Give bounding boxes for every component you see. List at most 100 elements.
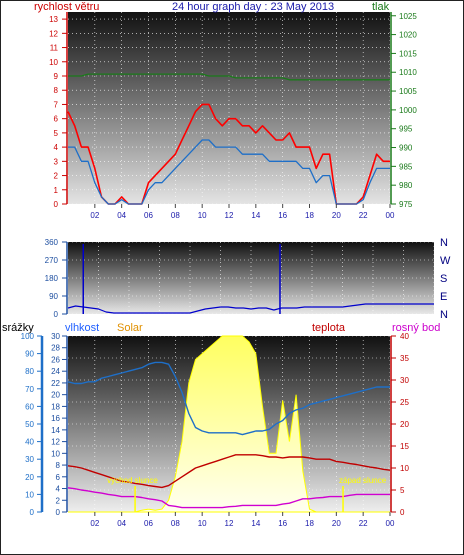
wind-tick-label: 10 xyxy=(49,58,58,67)
temperature-line xyxy=(67,454,391,489)
humidity-tick-label: 20 xyxy=(51,391,60,400)
wind-tick-label: 0 xyxy=(54,200,59,209)
pressure-tick-label: 1010 xyxy=(399,68,417,77)
rain-axis-label: srážky xyxy=(2,322,34,334)
direction-tick-label: 270 xyxy=(45,256,59,265)
rain-tick-label: 80 xyxy=(25,367,34,376)
humidity-tick-label: 22 xyxy=(51,379,60,388)
time-tick-label: 14 xyxy=(251,211,260,220)
pressure-tick-label: 975 xyxy=(399,200,413,209)
dewpoint-axis-label: rosný bod xyxy=(392,322,440,334)
humidity-tick-label: 18 xyxy=(51,402,60,411)
time-tick-label: 02 xyxy=(90,519,99,528)
rain-tick-label: 10 xyxy=(25,490,34,499)
wind-tick-label: 3 xyxy=(54,157,59,166)
humidity-tick-label: 8 xyxy=(56,461,61,470)
rain-tick-label: 40 xyxy=(25,438,34,447)
wind-tick-label: 2 xyxy=(54,172,59,181)
time-tick-label: 22 xyxy=(359,211,368,220)
wind-tick-label: 12 xyxy=(49,29,58,38)
direction-line xyxy=(67,303,434,314)
temp-tick-label: 25 xyxy=(400,398,409,407)
humidity-tick-label: 14 xyxy=(51,426,60,435)
time-tick-label: 14 xyxy=(251,519,260,528)
direction-tick-label: 180 xyxy=(45,274,59,283)
wind-tick-label: 1 xyxy=(54,186,59,195)
direction-tick-label: 90 xyxy=(49,292,58,301)
humidity-tick-label: 12 xyxy=(51,438,60,447)
wind-tick-label: 4 xyxy=(54,143,59,152)
solar-axis-label: Solar xyxy=(117,322,143,334)
pressure-line xyxy=(68,73,390,81)
pressure-tick-label: 985 xyxy=(399,162,413,171)
humidity-tick-label: 4 xyxy=(56,485,61,494)
chart-title: 24 hour graph day : 23 May 2013 xyxy=(172,1,334,13)
solar-area xyxy=(68,335,390,513)
time-tick-label: 08 xyxy=(171,519,180,528)
time-tick-label: 22 xyxy=(359,519,368,528)
temp-tick-label: 10 xyxy=(400,464,409,473)
time-tick-label: 06 xyxy=(144,519,153,528)
sunrise-label: východ slunce xyxy=(107,476,158,485)
time-tick-label: 10 xyxy=(198,211,207,220)
time-tick-label: 02 xyxy=(90,211,99,220)
temp-tick-label: 30 xyxy=(400,376,409,385)
time-tick-label: 16 xyxy=(278,519,287,528)
pressure-tick-label: 1020 xyxy=(399,31,417,40)
time-tick-label: 00 xyxy=(386,519,395,528)
time-tick-label: 08 xyxy=(171,211,180,220)
temp-tick-label: 35 xyxy=(400,354,409,363)
axes: 0123456789101112139759809859909951000100… xyxy=(21,12,451,528)
humidity-tick-label: 24 xyxy=(51,367,60,376)
wind-axis-label: rychlost větru xyxy=(34,1,99,13)
compass-label: S xyxy=(440,273,447,285)
humidity-tick-label: 10 xyxy=(51,449,60,458)
direction-tick-label: 360 xyxy=(45,238,59,247)
pressure-tick-label: 980 xyxy=(399,181,413,190)
time-tick-label: 04 xyxy=(117,519,126,528)
humidity-tick-label: 6 xyxy=(56,473,61,482)
pressure-tick-label: 995 xyxy=(399,125,413,134)
pressure-axis-label: tlak xyxy=(372,1,390,13)
compass-label: N xyxy=(440,237,448,249)
rain-tick-label: 60 xyxy=(25,402,34,411)
time-tick-label: 20 xyxy=(332,211,341,220)
rain-tick-label: 50 xyxy=(25,420,34,429)
time-tick-label: 16 xyxy=(278,211,287,220)
temp-tick-label: 15 xyxy=(400,442,409,451)
temp-tick-label: 40 xyxy=(400,332,409,341)
wind-tick-label: 9 xyxy=(54,72,59,81)
humidity-tick-label: 16 xyxy=(51,414,60,423)
wind-tick-label: 13 xyxy=(49,15,58,24)
humidity-axis-label: vlhkost xyxy=(65,322,99,334)
wind-tick-label: 6 xyxy=(54,115,59,124)
temp-tick-label: 0 xyxy=(400,508,405,517)
time-tick-label: 20 xyxy=(332,519,341,528)
time-tick-label: 06 xyxy=(144,211,153,220)
rain-tick-label: 30 xyxy=(25,455,34,464)
pressure-tick-label: 1015 xyxy=(399,49,417,58)
temp-tick-label: 5 xyxy=(400,486,405,495)
rain-tick-label: 20 xyxy=(25,473,34,482)
pressure-tick-label: 990 xyxy=(399,144,413,153)
humidity-tick-label: 30 xyxy=(51,332,60,341)
time-tick-label: 00 xyxy=(386,211,395,220)
wind-tick-label: 8 xyxy=(54,86,59,95)
pressure-tick-label: 1000 xyxy=(399,106,417,115)
wind-tick-label: 7 xyxy=(54,100,59,109)
time-tick-label: 12 xyxy=(225,519,234,528)
pressure-tick-label: 1025 xyxy=(399,12,417,21)
rain-tick-label: 70 xyxy=(25,385,34,394)
rain-tick-label: 90 xyxy=(25,350,34,359)
wind-tick-label: 5 xyxy=(54,129,59,138)
humidity-line xyxy=(67,361,390,436)
compass-label: W xyxy=(440,255,451,267)
humidity-tick-label: 26 xyxy=(51,355,60,364)
time-tick-label: 12 xyxy=(225,211,234,220)
compass-label: N xyxy=(440,309,448,321)
wind-tick-label: 11 xyxy=(50,44,59,53)
time-tick-label: 18 xyxy=(305,519,314,528)
temp-tick-label: 20 xyxy=(400,420,409,429)
humidity-tick-label: 28 xyxy=(51,344,60,353)
